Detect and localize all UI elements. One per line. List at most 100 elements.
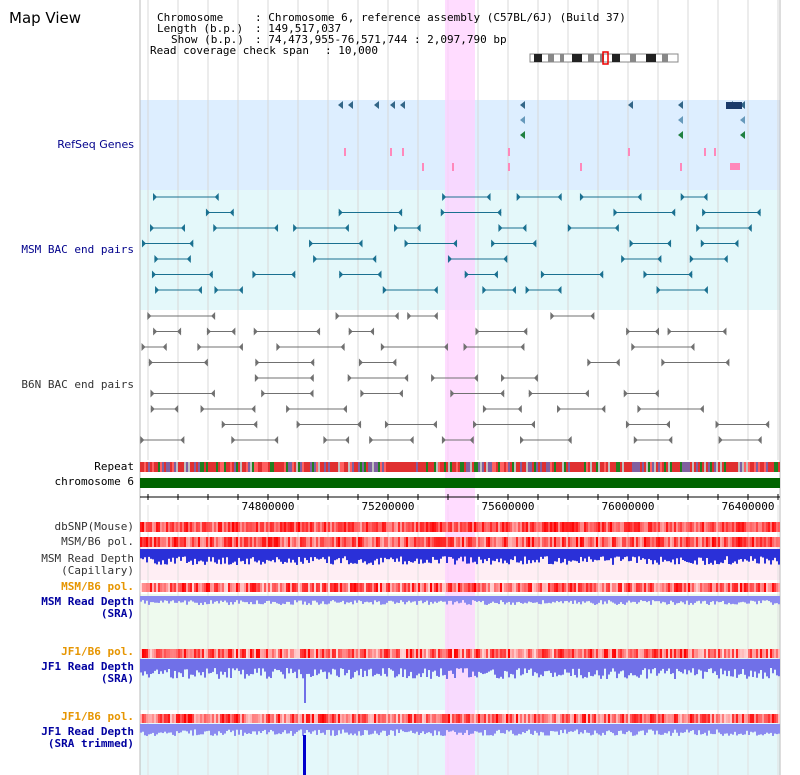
heat-cell (286, 649, 288, 658)
heat-cell (196, 714, 198, 723)
heat-cell (408, 537, 410, 547)
depth-bar (680, 549, 682, 558)
track-label-b6n-bac[interactable]: B6N BAC end pairs (21, 378, 134, 391)
heat-cell (594, 714, 596, 723)
heat-cell (574, 537, 576, 547)
depth-bar (194, 659, 196, 677)
depth-bar (702, 659, 704, 679)
depth-bar (610, 549, 612, 559)
heat-cell (410, 537, 412, 547)
heat-cell (150, 537, 152, 547)
heat-cell (442, 649, 444, 658)
heat-cell (620, 583, 622, 592)
heat-cell (456, 522, 458, 532)
heat-cell (416, 522, 418, 532)
track-label-refseq[interactable]: RefSeq Genes (57, 138, 134, 151)
heat-cell (450, 583, 452, 592)
heat-cell (176, 714, 178, 723)
heat-cell (320, 583, 322, 592)
depth-bar (202, 659, 204, 673)
depth-bar (474, 659, 476, 676)
depth-bar (592, 659, 594, 677)
depth-bar (176, 596, 178, 603)
depth-bar (744, 596, 746, 603)
depth-bar (430, 549, 432, 564)
heat-cell (616, 522, 618, 532)
heat-cell (696, 537, 698, 547)
depth-bar (338, 549, 340, 559)
heat-cell (250, 537, 252, 547)
b6n-bac-pair-end (231, 327, 236, 336)
repeat-segment (462, 462, 464, 472)
heat-cell (556, 522, 558, 532)
depth-bar (346, 549, 348, 561)
repeat-segment (292, 462, 294, 472)
selection-highlight[interactable] (445, 0, 475, 775)
heat-cell (554, 649, 556, 658)
repeat-segment (224, 462, 226, 472)
track-label-msm-bac[interactable]: MSM BAC end pairs (21, 243, 134, 256)
depth-bar (518, 659, 520, 669)
heat-cell (154, 522, 156, 532)
heat-cell (696, 583, 698, 592)
depth-bar (418, 596, 420, 601)
repeat-segment (176, 462, 178, 472)
depth-bar (420, 596, 422, 601)
chromosome-ideogram[interactable] (529, 51, 679, 65)
depth-bar (362, 659, 364, 678)
repeat-segment (468, 462, 470, 472)
repeat-segment (622, 462, 624, 472)
depth-bar (586, 724, 588, 733)
depth-bar (688, 596, 690, 605)
heat-cell (184, 649, 186, 658)
heat-cell (702, 649, 704, 658)
depth-bar (434, 596, 436, 602)
msm-bac-pair-end (404, 239, 409, 248)
msm-bac-features[interactable] (142, 193, 761, 294)
heat-cell (142, 537, 144, 547)
depth-bar (264, 596, 266, 603)
depth-bar (364, 724, 366, 731)
ideogram-band (600, 54, 604, 62)
depth-bar (650, 549, 652, 561)
depth-bar (532, 724, 534, 735)
depth-bar (510, 549, 512, 560)
heat-cell (396, 522, 398, 532)
heat-cell (468, 583, 470, 592)
depth-bar (290, 724, 292, 731)
heat-cell (378, 583, 380, 592)
depth-bar (500, 596, 502, 601)
b6n-bac-pair-end (348, 327, 353, 336)
depth-bar (160, 549, 162, 565)
heat-cell (668, 714, 670, 723)
heat-cell (216, 537, 218, 547)
heat-cell (708, 714, 710, 723)
depth-bar (498, 549, 500, 563)
depth-bar (712, 596, 714, 602)
heat-cell (704, 522, 706, 532)
repeat-segment (576, 462, 578, 472)
heat-cell (334, 522, 336, 532)
depth-bar (720, 549, 722, 563)
heat-cell (454, 522, 456, 532)
depth-bar (696, 724, 698, 736)
heat-cell (168, 714, 170, 723)
heat-cell (668, 649, 670, 658)
depth-bar (580, 549, 582, 557)
b6n-bac-features[interactable] (140, 312, 770, 444)
repeat-segment (578, 462, 580, 472)
depth-bar (284, 724, 286, 731)
heat-cell (642, 649, 644, 658)
heat-cell (616, 714, 618, 723)
refseq-features[interactable] (338, 101, 745, 171)
heat-cell (638, 522, 640, 532)
heat-cell (296, 537, 298, 547)
depth-bar (448, 549, 450, 557)
repeat-segment (568, 462, 570, 472)
heat-cell (486, 583, 488, 592)
depth-bar (312, 596, 314, 601)
msm-bac-pair-end (252, 270, 257, 279)
heat-cell (566, 583, 568, 592)
heat-cell (142, 714, 144, 723)
